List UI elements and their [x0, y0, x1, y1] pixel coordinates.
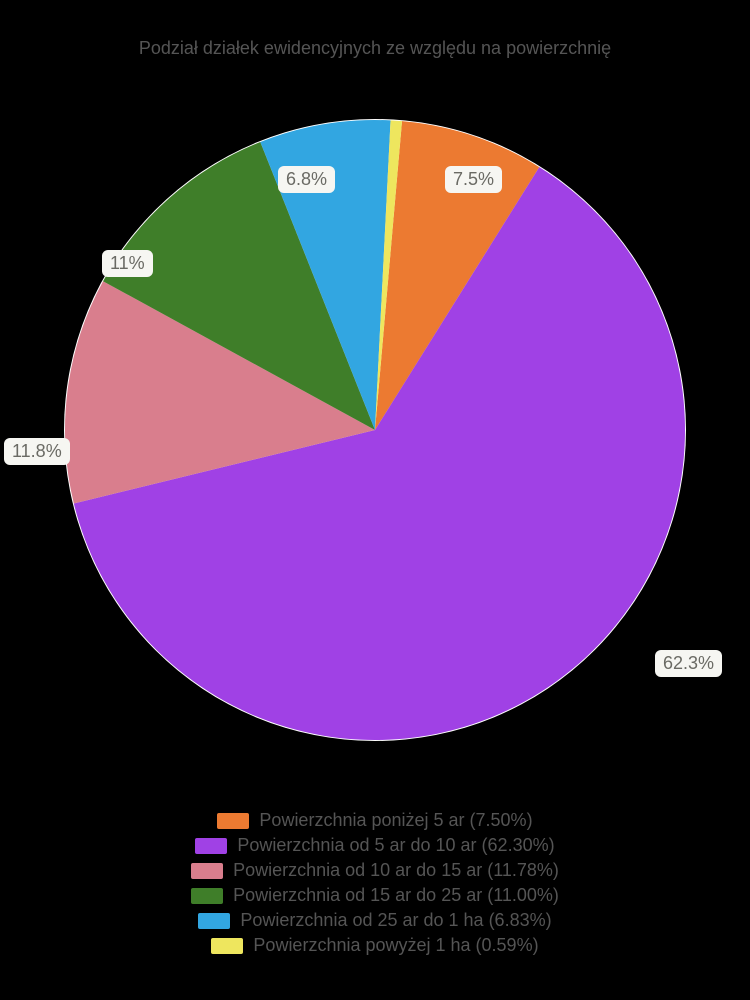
slice-label-s1: 62.3%: [655, 650, 722, 677]
slice-label-s3: 11%: [102, 250, 153, 277]
legend-label-s2: Powierzchnia od 10 ar do 15 ar (11.78%): [233, 860, 559, 881]
legend-swatch-s3: [191, 888, 223, 904]
legend-label-s3: Powierzchnia od 15 ar do 25 ar (11.00%): [233, 885, 559, 906]
legend-item-s2: Powierzchnia od 10 ar do 15 ar (11.78%): [191, 860, 559, 881]
legend-swatch-s4: [198, 913, 230, 929]
slice-label-s0: 7.5%: [445, 166, 502, 193]
legend-item-s4: Powierzchnia od 25 ar do 1 ha (6.83%): [198, 910, 551, 931]
legend-item-s0: Powierzchnia poniżej 5 ar (7.50%): [217, 810, 532, 831]
legend-swatch-s2: [191, 863, 223, 879]
legend-label-s5: Powierzchnia powyżej 1 ha (0.59%): [253, 935, 538, 956]
legend-swatch-s5: [211, 938, 243, 954]
legend-item-s1: Powierzchnia od 5 ar do 10 ar (62.30%): [195, 835, 554, 856]
legend-label-s0: Powierzchnia poniżej 5 ar (7.50%): [259, 810, 532, 831]
legend: Powierzchnia poniżej 5 ar (7.50%) Powierz…: [0, 810, 750, 956]
legend-label-s1: Powierzchnia od 5 ar do 10 ar (62.30%): [237, 835, 554, 856]
legend-swatch-s0: [217, 813, 249, 829]
slice-label-s4: 6.8%: [278, 166, 335, 193]
legend-item-s3: Powierzchnia od 15 ar do 25 ar (11.00%): [191, 885, 559, 906]
pie-chart: 7.5% 62.3% 11.8% 11% 6.8%: [0, 80, 750, 780]
legend-item-s5: Powierzchnia powyżej 1 ha (0.59%): [211, 935, 538, 956]
slice-label-s2: 11.8%: [4, 438, 70, 465]
legend-label-s4: Powierzchnia od 25 ar do 1 ha (6.83%): [240, 910, 551, 931]
legend-swatch-s1: [195, 838, 227, 854]
chart-title: Podział działek ewidencyjnych ze względu…: [0, 38, 750, 59]
